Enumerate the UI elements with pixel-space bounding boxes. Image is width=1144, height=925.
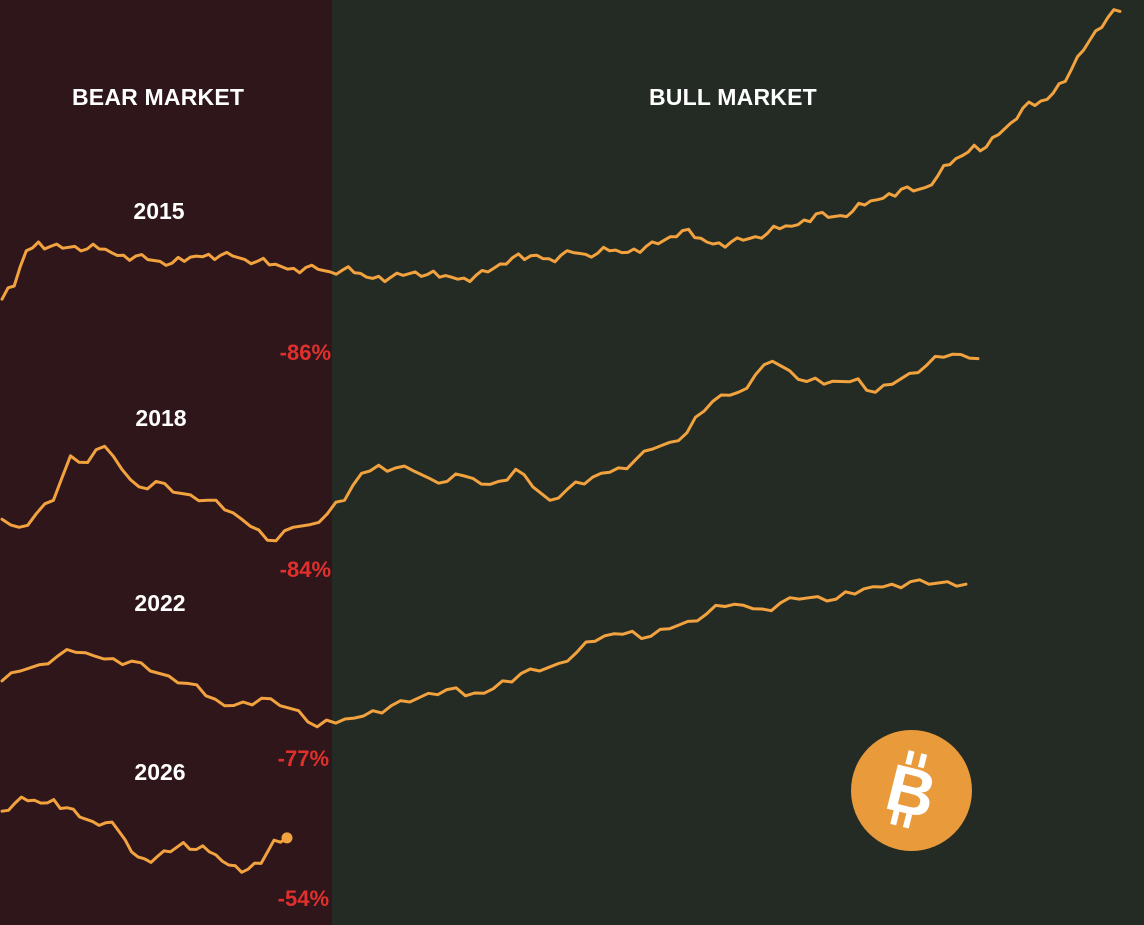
series-line-2022 — [0, 578, 968, 729]
series-label-2018: 2018 — [135, 405, 187, 431]
drawdown-label-2022: -77% — [277, 746, 329, 771]
series-label-2026: 2026 — [134, 759, 186, 785]
bull-market-label: BULL MARKET — [649, 84, 817, 110]
series-label-2022: 2022 — [134, 590, 186, 616]
drawdown-label-2015: -86% — [279, 340, 331, 365]
series-line-2018 — [0, 352, 980, 543]
drawdown-label-2018: -84% — [279, 557, 331, 582]
bear-market-panel — [0, 0, 332, 925]
bull-market-panel — [332, 0, 1144, 925]
bitcoin-icon: B — [851, 730, 972, 851]
bear-market-label: BEAR MARKET — [72, 84, 245, 110]
series-line-2026 — [0, 795, 289, 874]
drawdown-label-2026: -54% — [277, 886, 329, 911]
series-line-2015 — [0, 8, 1122, 301]
series-label-2015: 2015 — [133, 198, 185, 224]
current-price-marker — [281, 832, 293, 844]
